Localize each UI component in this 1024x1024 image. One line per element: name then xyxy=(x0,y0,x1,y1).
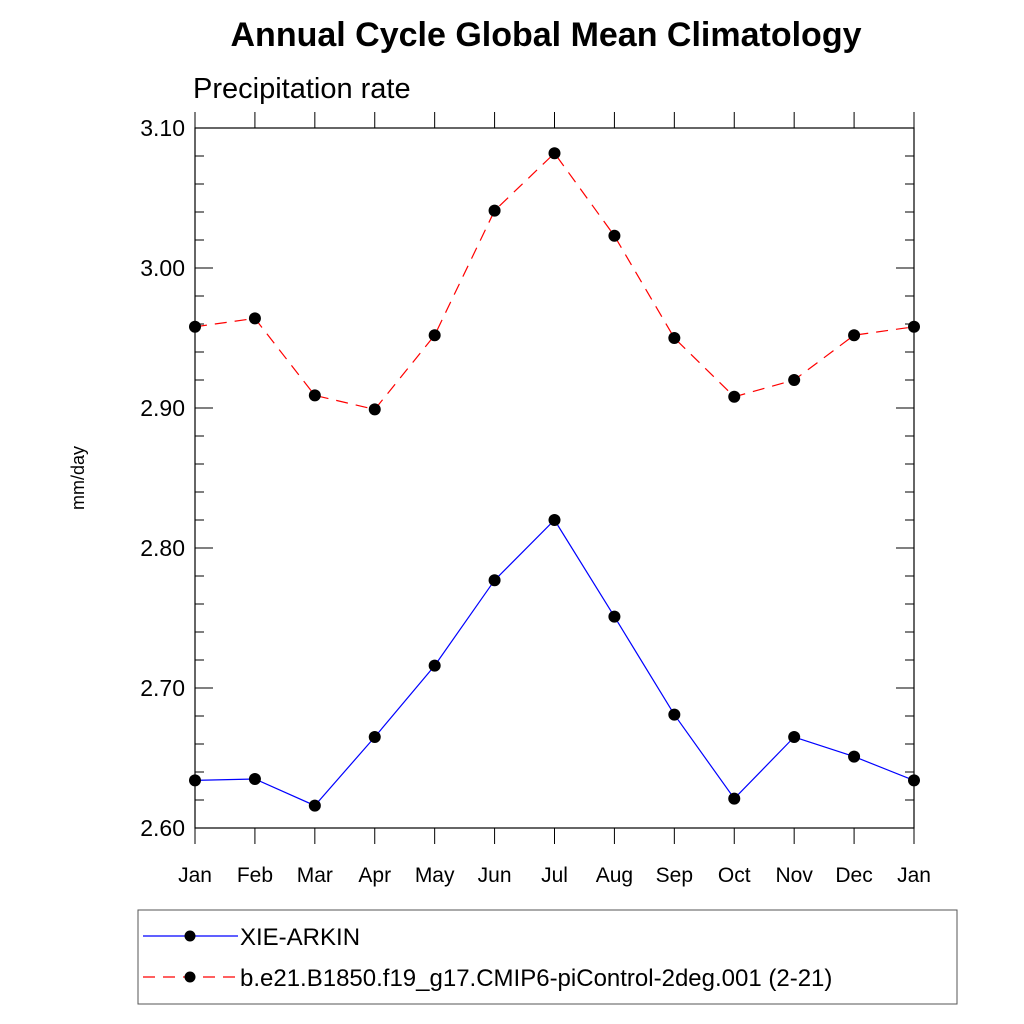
y-tick-label: 3.10 xyxy=(140,115,185,141)
x-tick-label: Sep xyxy=(656,864,693,887)
series-1-point xyxy=(428,329,441,342)
x-tick-label: Mar xyxy=(297,864,333,887)
x-tick-label: Apr xyxy=(358,864,391,887)
series-1-point xyxy=(908,320,920,333)
y-axis: 2.60 2.70 2.80 2.90 3.00 3.10 xyxy=(140,115,914,841)
series-1-point xyxy=(368,403,381,416)
x-tick-label: Dec xyxy=(835,864,872,887)
series-0-point xyxy=(428,659,441,672)
legend-label-0: XIE-ARKIN xyxy=(240,924,360,951)
x-tick-label: May xyxy=(415,864,455,887)
series-1-point xyxy=(668,332,681,344)
legend-swatch-marker-0 xyxy=(184,930,196,942)
chart-subtitle: Precipitation rate xyxy=(193,73,411,105)
series-0-point xyxy=(608,610,621,623)
y-tick-label: 2.90 xyxy=(140,395,185,421)
x-axis: Jan Feb Mar Apr May Jun Jul Aug Sep Oct Nov Dec Jan xyxy=(178,112,931,887)
series-0-point xyxy=(248,773,261,785)
y-tick-label: 2.60 xyxy=(140,815,185,841)
series-line-1 xyxy=(194,152,915,411)
series-0-point xyxy=(548,514,561,526)
series-0-point xyxy=(189,774,201,787)
series-layer xyxy=(189,147,920,812)
y-tick-label: 2.70 xyxy=(140,675,185,701)
series-1-point xyxy=(788,374,801,386)
series-1-point xyxy=(248,312,261,325)
series-1-point xyxy=(608,229,621,242)
series-0-point xyxy=(728,792,741,805)
series-1-point xyxy=(548,147,561,160)
series-0-point xyxy=(848,750,861,763)
series-1-point xyxy=(488,204,501,217)
x-tick-label: Jun xyxy=(478,864,512,887)
plot-frame xyxy=(194,127,915,829)
series-1-point xyxy=(189,320,201,333)
series-0-point xyxy=(488,574,501,587)
series-0-point xyxy=(308,799,321,812)
x-tick-label: Nov xyxy=(775,864,813,887)
x-tick-label: Feb xyxy=(237,864,273,887)
y-tick-label: 2.80 xyxy=(140,535,185,561)
series-1-point xyxy=(308,389,321,402)
series-0-point xyxy=(908,774,920,787)
x-tick-label: Jul xyxy=(541,864,568,887)
series-0-point xyxy=(668,708,681,721)
legend-label-1: b.e21.B1850.f19_g17.CMIP6-piControl-2deg… xyxy=(240,965,832,992)
legend-swatch-marker-1 xyxy=(184,971,196,983)
series-0-point xyxy=(368,731,381,743)
y-axis-label: mm/day xyxy=(68,446,88,510)
y-tick-label: 3.00 xyxy=(140,255,185,281)
chart-title: Annual Cycle Global Mean Climatology xyxy=(231,16,862,54)
legend-box xyxy=(137,909,958,1005)
x-tick-label: Jan xyxy=(897,864,931,887)
x-tick-label: Oct xyxy=(718,864,751,887)
x-tick-label: Jan xyxy=(178,864,212,887)
x-tick-label: Aug xyxy=(596,864,633,887)
series-line-0 xyxy=(194,519,915,807)
series-1-point xyxy=(848,329,861,342)
legend: XIE-ARKIN b.e21.B1850.f19_g17.CMIP6-piCo… xyxy=(137,909,958,1005)
series-0-point xyxy=(788,731,801,743)
series-1-point xyxy=(728,390,741,403)
